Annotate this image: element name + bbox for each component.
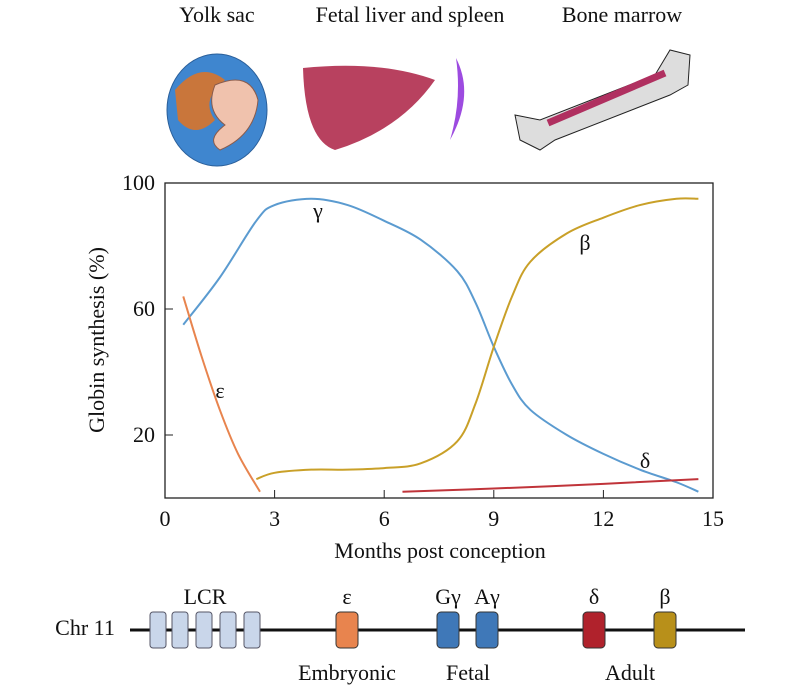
lcr-box bbox=[243, 611, 261, 649]
gene-box bbox=[436, 611, 460, 649]
stage-label: Fetal liver and spleen bbox=[316, 2, 505, 27]
stage-label: Yolk sac bbox=[179, 2, 255, 27]
x-tick-label: 15 bbox=[702, 506, 724, 531]
series-label: δ bbox=[640, 448, 650, 473]
gene-label: β bbox=[659, 584, 670, 609]
plot-frame bbox=[164, 182, 714, 499]
group-label: Embryonic bbox=[298, 660, 396, 685]
lcr-box bbox=[219, 611, 237, 649]
gene-box bbox=[335, 611, 359, 649]
series-line bbox=[402, 478, 699, 493]
gene-box bbox=[653, 611, 677, 649]
x-axis-title: Months post conception bbox=[334, 538, 545, 563]
series-label: γ bbox=[312, 198, 323, 223]
y-tick-label: 60 bbox=[133, 296, 155, 321]
marrow-icon bbox=[546, 69, 667, 127]
x-tick-label: 9 bbox=[488, 506, 499, 531]
x-tick-label: 12 bbox=[592, 506, 614, 531]
gene-label: Gγ bbox=[435, 584, 461, 609]
yolk-sac-icon bbox=[211, 79, 259, 151]
x-tick-label: 0 bbox=[160, 506, 171, 531]
group-label: Adult bbox=[605, 660, 655, 685]
gene-label: δ bbox=[589, 584, 599, 609]
group-label: Fetal bbox=[446, 660, 490, 685]
series-line bbox=[182, 197, 699, 493]
stage-label: Bone marrow bbox=[562, 2, 682, 27]
spleen-icon bbox=[450, 58, 465, 140]
series-line bbox=[182, 296, 261, 493]
series-label: ε bbox=[215, 378, 224, 403]
lcr-box bbox=[171, 611, 189, 649]
gene-box bbox=[582, 611, 606, 649]
yolk-sac-icon bbox=[175, 72, 225, 130]
lcr-label: LCR bbox=[184, 584, 227, 609]
x-tick-label: 3 bbox=[269, 506, 280, 531]
x-tick-label: 6 bbox=[379, 506, 390, 531]
gene-label: Aγ bbox=[474, 584, 500, 609]
liver-icon bbox=[303, 65, 435, 150]
y-tick-label: 100 bbox=[122, 170, 155, 195]
series-line bbox=[255, 197, 699, 481]
chromosome-label: Chr 11 bbox=[55, 615, 115, 640]
lcr-box bbox=[195, 611, 213, 649]
lcr-box bbox=[149, 611, 167, 649]
gene-box bbox=[475, 611, 499, 649]
series-label: β bbox=[579, 230, 590, 255]
y-axis-title: Globin synthesis (%) bbox=[84, 247, 109, 433]
gene-label: ε bbox=[342, 584, 351, 609]
y-tick-label: 20 bbox=[133, 422, 155, 447]
